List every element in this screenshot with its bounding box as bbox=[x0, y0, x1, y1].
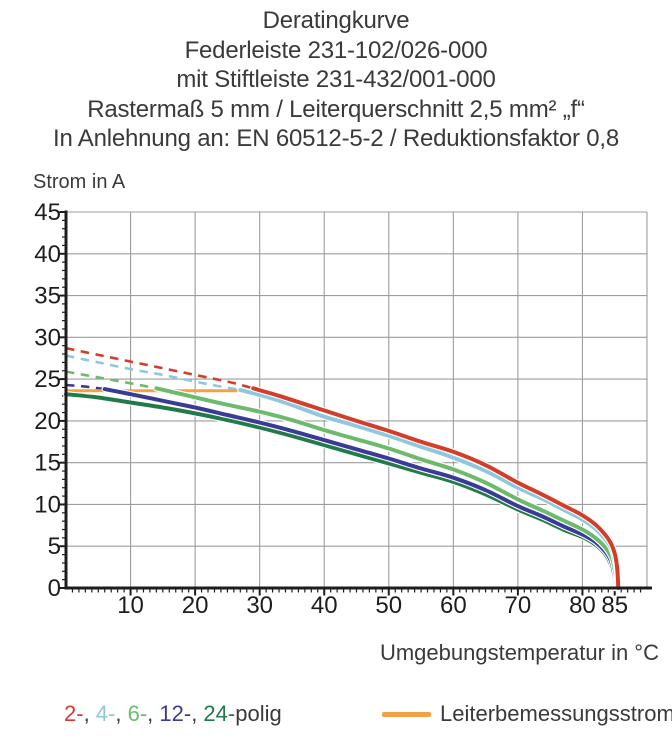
x-tick-label: 60 bbox=[440, 592, 467, 619]
title-block: Deratingkurve Federleiste 231-102/026-00… bbox=[0, 6, 672, 154]
y-tick-label: 15 bbox=[34, 450, 61, 477]
x-tick-label: 30 bbox=[246, 592, 273, 619]
y-tick-label: 10 bbox=[34, 491, 61, 518]
series-dashed-group bbox=[65, 346, 254, 392]
grid bbox=[66, 211, 648, 588]
series-6-polig-solid bbox=[154, 386, 619, 590]
y-tick-label: 0 bbox=[48, 575, 61, 602]
x-tick-label: 85 bbox=[601, 592, 628, 619]
x-tick-label: 10 bbox=[117, 592, 144, 619]
title-line-1: Deratingkurve bbox=[262, 7, 410, 34]
y-tick-label: 30 bbox=[34, 324, 61, 351]
series-6-polig-dashed bbox=[65, 370, 157, 390]
x-tick-label: 80 bbox=[569, 592, 596, 619]
series-4-polig-dashed bbox=[65, 354, 241, 392]
y-tick-label: 40 bbox=[34, 241, 61, 268]
title-line-3: mit Stiftleiste 231-432/001-000 bbox=[176, 66, 496, 93]
series-2-polig-solid bbox=[251, 386, 621, 590]
axes bbox=[64, 210, 652, 590]
series-12-polig-dashed bbox=[65, 383, 105, 391]
y-axis-title: Strom in A bbox=[33, 171, 126, 193]
x-tick-label: 50 bbox=[375, 592, 402, 619]
title-line-2: Federleiste 231-102/026-000 bbox=[184, 36, 488, 64]
series-solid-group bbox=[62, 385, 622, 592]
y-tick-label: 35 bbox=[34, 283, 61, 310]
x-tick-label: 70 bbox=[505, 592, 532, 619]
tick-labels: 10 20 30 40 50 60 70 80 85 0 5 10 15 20 25 30 35 40 45 bbox=[34, 199, 628, 619]
series-2-polig-dashed bbox=[65, 346, 254, 390]
x-tick-label: 40 bbox=[311, 592, 338, 619]
series-2-polig-casing bbox=[250, 385, 622, 592]
y-tick-label: 20 bbox=[34, 408, 61, 435]
title-line-4: Rastermaß 5 mm / Leiterquerschnitt 2,5 m… bbox=[87, 95, 585, 123]
x-tick-label: 20 bbox=[182, 592, 209, 619]
x-axis-title: Umgebungstemperatur in °C bbox=[379, 640, 659, 665]
y-tick-label: 5 bbox=[48, 533, 61, 560]
title-line-5: In Anlehnung an: EN 60512-5-2 / Reduktio… bbox=[53, 125, 619, 152]
y-tick-label: 25 bbox=[34, 366, 61, 393]
y-tick-label: 45 bbox=[34, 199, 61, 226]
